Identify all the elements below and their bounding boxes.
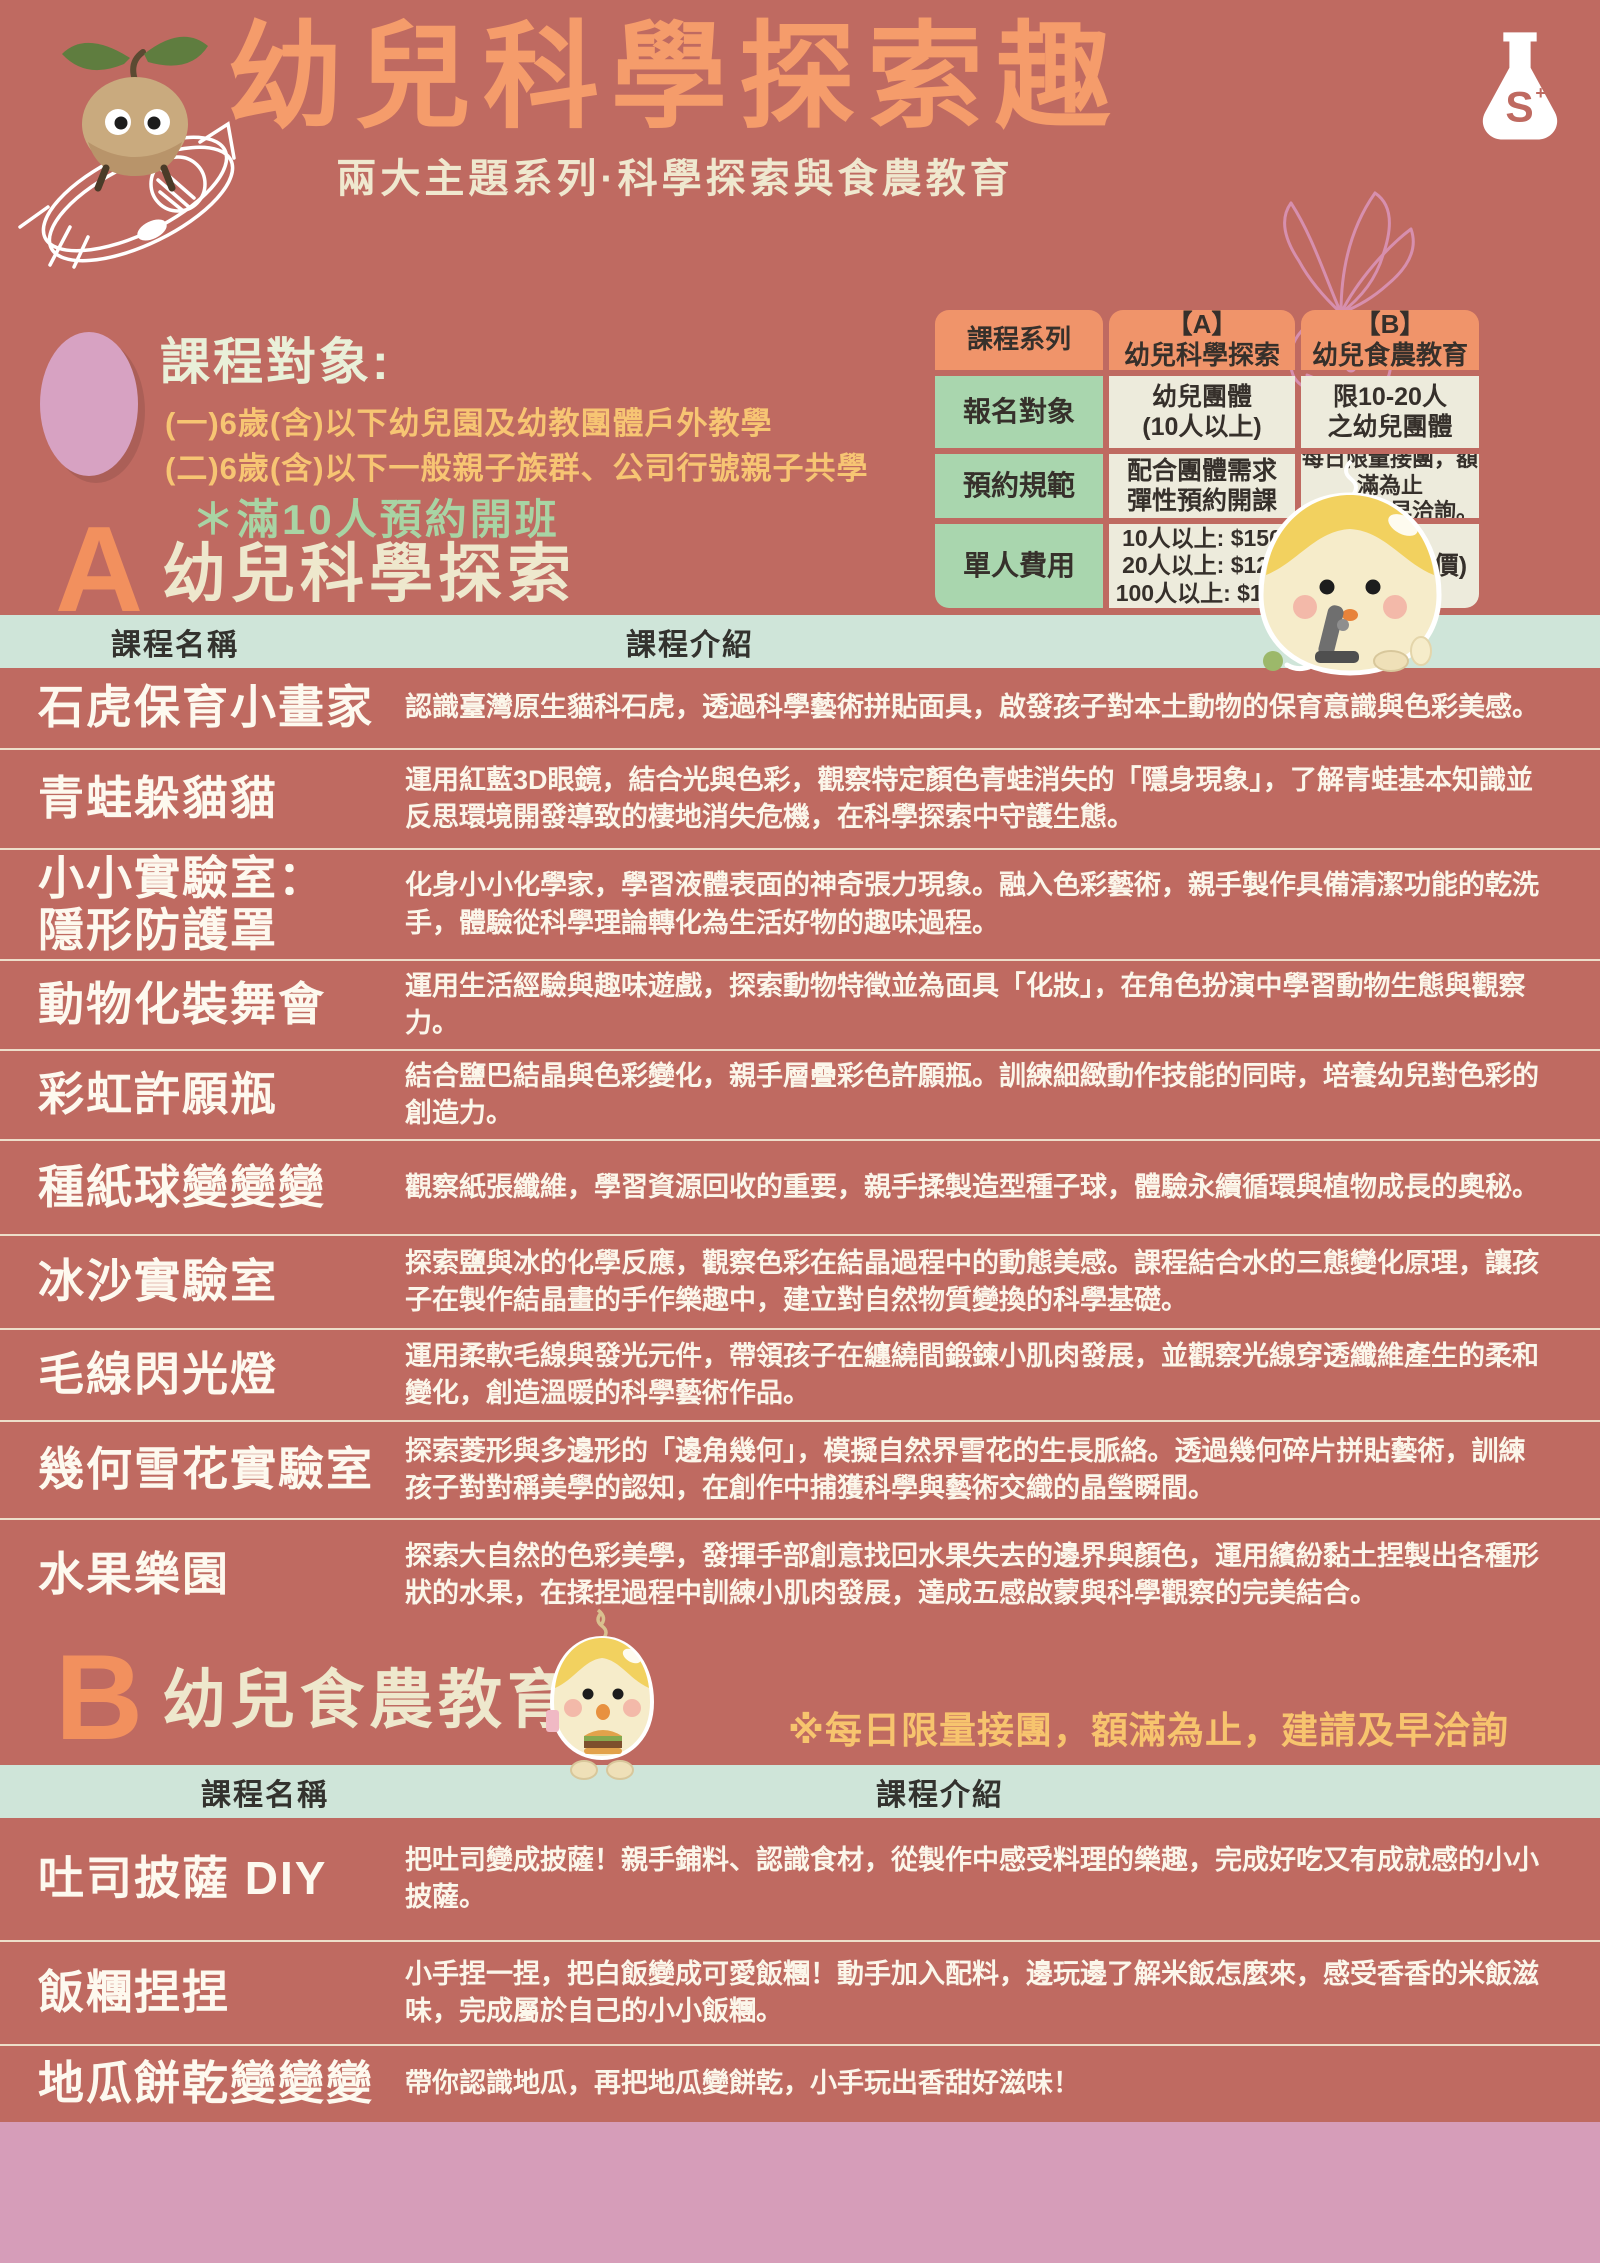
course-row: 小小實驗室： 隱形防護罩 化身小小化學家，學習液體表面的神奇張力現象。融入色彩藝術… (0, 848, 1600, 959)
table-b-header-bar: 課程名稱 課程介紹 (0, 1765, 1600, 1818)
course-desc: 運用柔軟毛線與發光元件，帶領孩子在纏繞間鍛鍊小肌肉發展，並觀察光線穿透纖維產生的… (405, 1340, 1539, 1408)
course-row: 水果樂園 探索大自然的色彩美學，發揮手部創意找回水果失去的邊界與顏色，運用繽紛黏土… (0, 1518, 1600, 1630)
course-name: 地瓜餅乾變變變 (38, 2057, 374, 2110)
svg-text:S: S (1505, 83, 1533, 130)
decorative-circle (40, 332, 138, 476)
page-subtitle: 兩大主題系列·科學探索與食農教育 (336, 157, 1014, 201)
section-a-letter: A (55, 501, 144, 637)
course-desc: 探索鹽與冰的化學反應，觀察色彩在結晶過程中的動態美感。課程結合水的三態變化原理，… (405, 1247, 1539, 1315)
course-desc: 帶你認識地瓜，再把地瓜變餅乾，小手玩出香甜好滋味！ (405, 2068, 1080, 2099)
table-header-a: 【A】 幼兒科學探索 (1109, 310, 1295, 370)
course-row: 冰沙實驗室 探索鹽與冰的化學反應，觀察色彩在結晶過程中的動態美感。課程結合水的三態… (0, 1234, 1600, 1328)
course-row: 動物化裝舞會 運用生活經驗與趣味遊戲，探索動物特徵並為面具「化妝」，在角色扮演中學… (0, 959, 1600, 1049)
course-name: 彩虹許願瓶 (38, 1068, 278, 1121)
course-table-b: 吐司披薩 DIY 把吐司變成披薩！親手鋪料、認識食材，從製作中感受料理的樂趣，完成… (0, 1818, 1600, 2122)
table-header-b: 【B】 幼兒食農教育 (1301, 310, 1479, 370)
section-b-letter: B (55, 1629, 144, 1765)
row-booking-a: 配合團體需求 彈性預約開課 (1109, 454, 1295, 518)
course-name: 石虎保育小畫家 (38, 681, 374, 734)
course-row: 毛線閃光燈 運用柔軟毛線與發光元件，帶領孩子在纏繞間鍛鍊小肌肉發展，並觀察光線穿透… (0, 1328, 1600, 1420)
audience-heading: 課程對象: (160, 334, 392, 390)
course-name: 吐司披薩 DIY (38, 1852, 328, 1905)
section-b-note: ※每日限量接團，額滿為止，建請及早洽詢 (788, 1710, 1509, 1751)
page-title: 幼兒科學探索趣 (227, 12, 1123, 142)
course-row: 吐司披薩 DIY 把吐司變成披薩！親手鋪料、認識食材，從製作中感受料理的樂趣，完成… (0, 1818, 1600, 1940)
course-desc: 化身小小化學家，學習液體表面的神奇張力現象。融入色彩藝術，親手製作具備清潔功能的… (405, 870, 1539, 938)
audience-note: ＊滿10人預約開班 (192, 496, 560, 543)
table-b-col-name: 課程名稱 (201, 1778, 329, 1812)
course-row: 地瓜餅乾變變變 帶你認識地瓜，再把地瓜變餅乾，小手玩出香甜好滋味！ (0, 2044, 1600, 2122)
audience-item-1: (一)6歲(含)以下幼兒園及幼教團體戶外教學 (165, 406, 773, 441)
course-row: 幾何雪花實驗室 探索菱形與多邊形的「邊角幾何」，模擬自然界雪花的生長脈絡。透過幾何… (0, 1420, 1600, 1518)
row-label-booking: 預約規範 (935, 454, 1103, 518)
row-label-fee: 單人費用 (935, 524, 1103, 608)
footer: 預約課程＋3-6樓常設展或 觀看劇場行程 僅預約課程 (不參觀3-6樓常設展或觀… (0, 2122, 1600, 2263)
audience-item-2: (二)6歲(含)以下一般親子族群、公司行號親子共學 (165, 451, 869, 486)
row-target-b: 限10-20人 之幼兒團體 (1301, 376, 1479, 448)
baby-scientist-mascot-icon (1258, 459, 1442, 676)
course-desc: 運用生活經驗與趣味遊戲，探索動物特徵並為面具「化妝」，在角色扮演中學習動物生態與… (405, 970, 1526, 1038)
course-name: 青蛙躲貓貓 (38, 772, 278, 825)
svg-text:+: + (1535, 83, 1546, 103)
table-a-col-desc: 課程介紹 (626, 628, 754, 662)
table-a-col-name: 課程名稱 (111, 628, 239, 662)
table-header-series: 課程系列 (935, 310, 1103, 370)
course-row: 種紙球變變變 觀察紙張纖維，學習資源回收的重要，親手揉製造型種子球，體驗永續循環與… (0, 1139, 1600, 1234)
row-target-a: 幼兒團體 (10人以上) (1109, 376, 1295, 448)
course-row: 彩虹許願瓶 結合鹽巴結晶與色彩變化，親手層疊彩色許願瓶。訓練細緻動作技能的同時，培… (0, 1049, 1600, 1139)
course-name: 飯糰捏捏 (38, 1966, 230, 2019)
course-desc: 探索菱形與多邊形的「邊角幾何」，模擬自然界雪花的生長脈絡。透過幾何碎片拼貼藝術，… (405, 1435, 1526, 1503)
course-desc: 把吐司變成披薩！親手鋪料、認識食材，從製作中感受料理的樂趣，完成好吃又有成就感的… (405, 1844, 1539, 1912)
section-b-title: 幼兒食農教育 (162, 1664, 576, 1736)
course-row: 青蛙躲貓貓 運用紅藍3D眼鏡，結合光與色彩，觀察特定顏色青蛙消失的「隱身現象」，了… (0, 748, 1600, 848)
course-name: 動物化裝舞會 (38, 978, 326, 1031)
course-desc: 認識臺灣原生貓科石虎，透過科學藝術拼貼面具，啟發孩子對本土動物的保育意識與色彩美… (405, 692, 1539, 723)
section-a-title: 幼兒科學探索 (162, 538, 576, 610)
course-name: 毛線閃光燈 (38, 1348, 278, 1401)
course-name: 冰沙實驗室 (38, 1255, 278, 1308)
row-label-target: 報名對象 (935, 376, 1103, 448)
seed-rocket-mascot-icon (18, 36, 236, 269)
table-b-col-desc: 課程介紹 (876, 1778, 1004, 1812)
science-flask-icon: S + (1482, 32, 1558, 140)
course-desc: 結合鹽巴結晶與色彩變化，親手層疊彩色許願瓶。訓練細緻動作技能的同時，培養幼兒對色… (405, 1060, 1539, 1128)
course-table-a: 石虎保育小畫家 認識臺灣原生貓科石虎，透過科學藝術拼貼面具，啟發孩子對本土動物的保… (0, 668, 1600, 1630)
course-desc: 運用紅藍3D眼鏡，結合光與色彩，觀察特定顏色青蛙消失的「隱身現象」，了解青蛙基本… (405, 764, 1534, 832)
course-desc: 小手捏一捏，把白飯變成可愛飯糰！動手加入配料，邊玩邊了解米飯怎麼來，感受香香的米… (405, 1958, 1539, 2026)
course-name: 水果樂園 (38, 1548, 230, 1601)
course-name: 種紙球變變變 (38, 1160, 326, 1213)
course-row: 石虎保育小畫家 認識臺灣原生貓科石虎，透過科學藝術拼貼面具，啟發孩子對本土動物的保… (0, 668, 1600, 748)
course-name: 小小實驗室： 隱形防護罩 (38, 851, 326, 956)
course-desc: 探索大自然的色彩美學，發揮手部創意找回水果失去的邊界與顏色，運用繽紛黏土捏製出各… (405, 1540, 1539, 1608)
course-desc: 觀察紙張纖維，學習資源回收的重要，親手揉製造型種子球，體驗永續循環與植物成長的奧… (405, 1171, 1539, 1202)
baby-food-mascot-icon (546, 1608, 655, 1780)
course-row: 飯糰捏捏 小手捏一捏，把白飯變成可愛飯糰！動手加入配料，邊玩邊了解米飯怎麼來，感受… (0, 1940, 1600, 2044)
course-name: 幾何雪花實驗室 (38, 1443, 374, 1496)
